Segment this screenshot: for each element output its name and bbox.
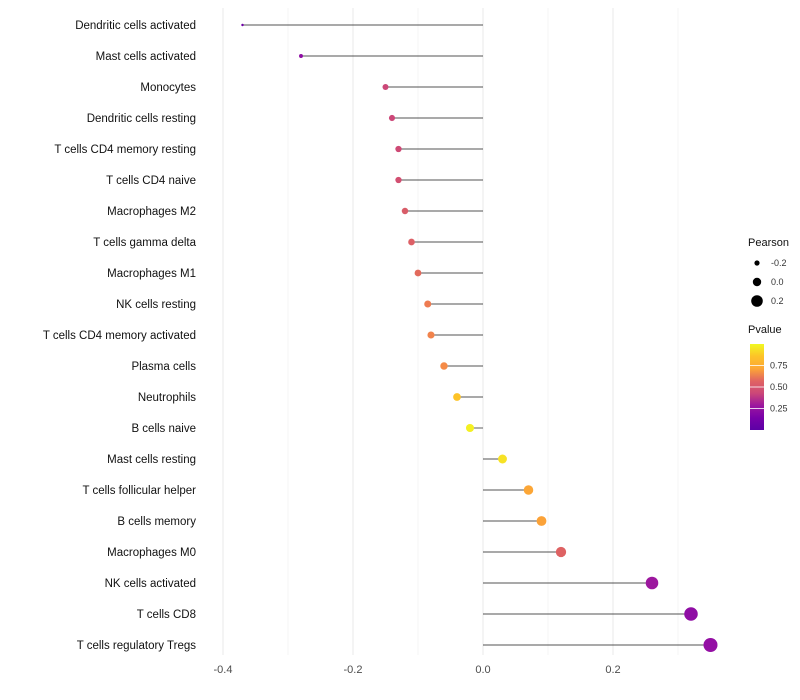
legend-pvalue-title: Pvalue: [748, 324, 782, 336]
lollipop-dot: [465, 423, 475, 433]
category-label: B cells memory: [117, 516, 196, 528]
category-label: B cells naive: [131, 423, 196, 435]
legend-pvalue-color: Pvalue 0.75 0.50 0.25: [748, 324, 788, 430]
legend-size-dot: [754, 260, 760, 266]
category-label: Mast cells resting: [107, 454, 196, 466]
category-label: Macrophages M2: [107, 206, 196, 218]
category-label: Dendritic cells resting: [87, 113, 196, 125]
legend-size-label: -0.2: [771, 258, 787, 268]
category-label: NK cells resting: [116, 299, 196, 311]
lollipop-dot: [536, 516, 547, 526]
x-axis-tick-labels: -0.4 -0.2 0.0 0.2: [214, 664, 621, 676]
lollipop-dot: [684, 607, 698, 621]
lollipop-dot: [299, 54, 303, 58]
x-tick-label: 0.0: [475, 664, 490, 676]
lollipop-dot: [453, 393, 461, 401]
lollipop-stems: [242, 24, 711, 646]
category-label: T cells CD4 memory activated: [43, 330, 196, 342]
lollipop-dot: [645, 576, 659, 590]
category-label: T cells follicular helper: [82, 485, 196, 497]
legend-size-dot: [751, 295, 763, 307]
lollipop-dot: [401, 207, 409, 215]
category-label: T cells CD4 memory resting: [54, 144, 196, 156]
lollipop-dot: [395, 145, 402, 153]
category-label: T cells CD8: [137, 609, 196, 621]
lollipop-dot: [555, 546, 567, 558]
category-label: Monocytes: [140, 82, 196, 94]
lollipop-dot: [440, 362, 448, 370]
category-label: Mast cells activated: [96, 51, 196, 63]
lollipop-dot: [414, 269, 422, 277]
category-label: T cells CD4 naive: [106, 175, 196, 187]
lollipop-dot: [395, 176, 402, 184]
category-label: Plasma cells: [131, 361, 196, 373]
lollipop-dot: [388, 114, 396, 122]
legend-size-label: 0.2: [771, 296, 784, 306]
lollipop-dot: [408, 238, 415, 246]
legend-pvalue-label: 0.25: [770, 404, 788, 414]
lollipop-dot: [523, 485, 534, 495]
legend-size-dot: [752, 277, 762, 287]
lollipop-dot: [382, 84, 389, 90]
category-label: Dendritic cells activated: [75, 20, 196, 32]
legend-pvalue-label: 0.50: [770, 382, 788, 392]
grid-major: [222, 8, 614, 655]
legend-size-label: 0.0: [771, 277, 784, 287]
lollipop-dot: [498, 454, 507, 464]
legend-pearson-size: Pearson -0.2 0.0 0.2: [748, 237, 789, 307]
lollipop-dot: [424, 300, 432, 308]
lollipop-dot: [703, 638, 718, 652]
x-tick-label: 0.2: [605, 664, 620, 676]
legend-pearson-title: Pearson: [748, 237, 789, 249]
lollipop-dot: [241, 23, 244, 27]
x-tick-label: -0.4: [214, 664, 233, 676]
x-tick-label: -0.2: [344, 664, 363, 676]
category-label: Neutrophils: [138, 392, 196, 404]
grid-minor: [287, 8, 679, 655]
category-label: T cells gamma delta: [93, 237, 196, 249]
category-label: Macrophages M1: [107, 268, 196, 280]
category-labels: Dendritic cells activated Mast cells acti…: [43, 20, 197, 652]
category-label: NK cells activated: [105, 578, 196, 590]
lollipop-dots: [241, 23, 718, 652]
lollipop-dot: [427, 331, 435, 339]
category-label: T cells regulatory Tregs: [77, 640, 197, 652]
legend-pvalue-label: 0.75: [770, 361, 788, 371]
category-label: Macrophages M0: [107, 547, 196, 559]
